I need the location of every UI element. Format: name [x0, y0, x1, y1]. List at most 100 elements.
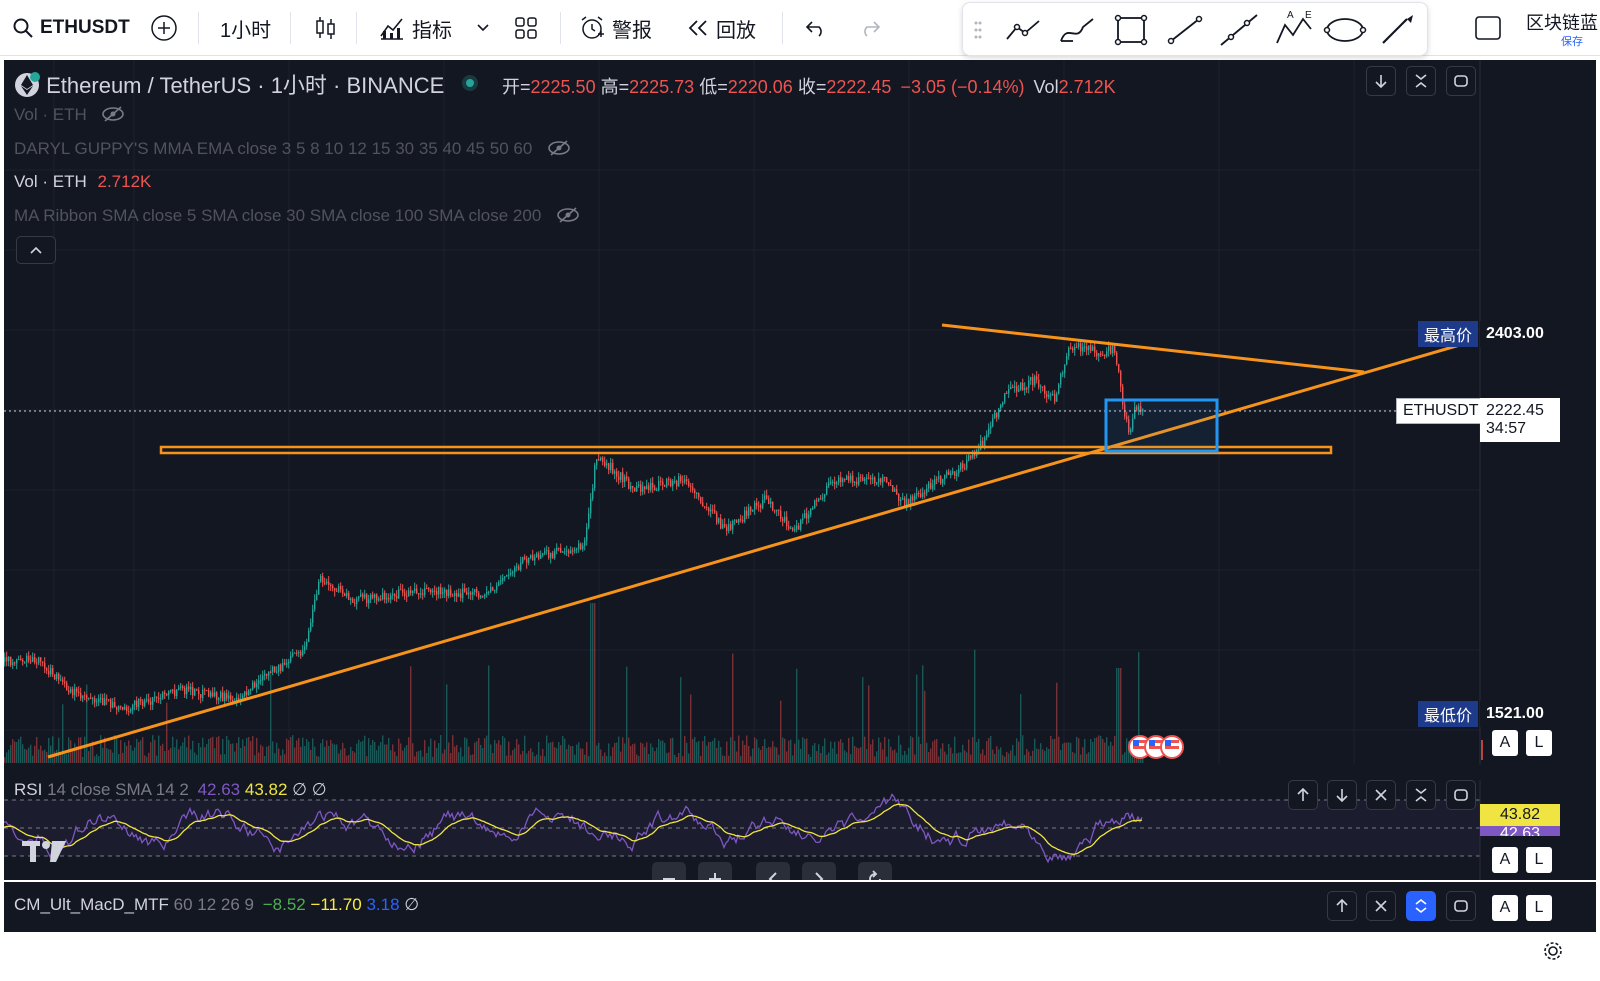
- candle-body: [300, 652, 302, 656]
- pencil-tool-icon[interactable]: [1377, 13, 1417, 47]
- indicators-dropdown[interactable]: [476, 0, 490, 56]
- eye-hidden-icon[interactable]: [556, 206, 580, 224]
- main-chart-pane[interactable]: Ethereum / TetherUS · 1小时 · BINANCE 开=22…: [4, 60, 1596, 780]
- volume-bar: [1030, 756, 1032, 763]
- volume-bar: [746, 735, 748, 763]
- volume-legend[interactable]: Vol · ETH 2.712K: [14, 172, 151, 192]
- auto-scale-button[interactable]: A: [1492, 895, 1518, 921]
- market-status-indicator[interactable]: [462, 75, 478, 91]
- volume-bar: [1018, 741, 1020, 763]
- maximize-pane-button[interactable]: [1446, 891, 1476, 921]
- layout-title[interactable]: 区块链蓝: [1526, 13, 1598, 33]
- log-scale-button[interactable]: L: [1526, 847, 1552, 873]
- candle-body: [358, 596, 360, 599]
- ma-ribbon-legend[interactable]: MA Ribbon SMA close 5 SMA close 30 SMA c…: [14, 206, 580, 226]
- macd-pane[interactable]: CM_Ult_MacD_MTF 60 12 26 9 −8.52 −11.70 …: [4, 882, 1596, 932]
- collapse-pane-button[interactable]: [1406, 780, 1436, 810]
- candle-body: [794, 529, 796, 531]
- symbol-search-button[interactable]: ETHUSDT: [12, 0, 130, 56]
- volume-bar: [456, 745, 458, 763]
- volume-bar: [340, 749, 342, 763]
- pane-separator[interactable]: [0, 880, 1600, 882]
- drag-handle-icon[interactable]: [973, 19, 983, 41]
- volume-bar: [604, 752, 606, 763]
- maximize-pane-button[interactable]: [1446, 780, 1476, 810]
- rsi-legend[interactable]: RSI 14 close SMA 14 2 42.63 43.82 ∅ ∅: [14, 780, 327, 800]
- rectangle-tool-icon[interactable]: [1111, 13, 1151, 47]
- macd-legend[interactable]: CM_Ult_MacD_MTF 60 12 26 9 −8.52 −11.70 …: [14, 895, 419, 915]
- log-scale-button[interactable]: L: [1526, 730, 1552, 756]
- candle-body: [378, 598, 380, 601]
- compare-button[interactable]: [150, 0, 178, 56]
- vol-hidden-legend[interactable]: Vol · ETH: [14, 105, 125, 125]
- volume-bar: [1014, 755, 1016, 763]
- redo-button[interactable]: [858, 0, 882, 56]
- eye-hidden-icon[interactable]: [101, 105, 125, 123]
- candle-body: [754, 502, 756, 510]
- candle-body: [686, 479, 688, 482]
- volume-bar: [1128, 741, 1130, 763]
- candle-body: [640, 484, 642, 492]
- volume-bar: [186, 747, 188, 763]
- volume-bar: [918, 736, 920, 763]
- candle-body: [762, 499, 764, 508]
- volume-bar: [138, 742, 140, 763]
- alert-button[interactable]: 警报: [578, 0, 652, 56]
- settings-gear-icon[interactable]: [1542, 940, 1564, 962]
- expand-pane-button[interactable]: [1406, 891, 1436, 921]
- volume-bar: [816, 751, 818, 763]
- extended-line-icon[interactable]: [1219, 13, 1259, 47]
- trend-line-icon[interactable]: [1165, 13, 1205, 47]
- layouts-button[interactable]: [514, 0, 538, 56]
- maximize-pane-button[interactable]: [1446, 66, 1476, 96]
- candle-body: [386, 597, 388, 600]
- candle-body: [88, 697, 90, 699]
- collapse-legend-button[interactable]: [16, 236, 56, 264]
- eye-hidden-icon[interactable]: [547, 139, 571, 157]
- candle-body: [326, 581, 328, 584]
- move-pane-down-button[interactable]: [1366, 66, 1396, 96]
- volume-bar: [632, 744, 634, 763]
- move-pane-up-button[interactable]: [1327, 891, 1357, 921]
- candle-body: [204, 689, 206, 691]
- undo-button[interactable]: [804, 0, 828, 56]
- rsi-pane[interactable]: RSI 14 close SMA 14 2 42.63 43.82 ∅ ∅ 43…: [4, 780, 1596, 880]
- volume-bar: [214, 748, 216, 763]
- volume-bar: [1100, 735, 1102, 763]
- volume-bar: [926, 742, 928, 763]
- volume-bar: [1028, 751, 1030, 763]
- volume-bar: [862, 677, 864, 763]
- candle-body: [120, 706, 122, 708]
- chart-type-button[interactable]: [314, 0, 338, 56]
- brush-tool-icon[interactable]: [1057, 13, 1097, 47]
- volume-bar: [564, 738, 566, 763]
- indicators-button[interactable]: 指标: [378, 0, 452, 56]
- volume-bar: [416, 751, 418, 763]
- volume-bar: [768, 746, 770, 763]
- close-pane-button[interactable]: [1366, 780, 1396, 810]
- auto-scale-button[interactable]: A: [1492, 730, 1518, 756]
- ellipse-tool-icon[interactable]: [1323, 13, 1367, 47]
- volume-bar: [796, 668, 798, 763]
- volume-bar: [668, 752, 670, 763]
- auto-scale-button[interactable]: A: [1492, 847, 1518, 873]
- volume-bar: [1088, 752, 1090, 763]
- volume-bar: [594, 603, 596, 763]
- volume-bar: [18, 739, 20, 763]
- log-scale-button[interactable]: L: [1526, 895, 1552, 921]
- interval-button[interactable]: 1小时: [220, 19, 272, 42]
- move-pane-down-button[interactable]: [1327, 780, 1357, 810]
- replay-button[interactable]: 回放: [686, 0, 756, 56]
- symbol-title[interactable]: Ethereum / TetherUS · 1小时 · BINANCE: [46, 73, 445, 98]
- move-pane-up-button[interactable]: [1288, 780, 1318, 810]
- guppy-legend[interactable]: DARYL GUPPY'S MMA EMA close 3 5 8 10 12 …: [14, 139, 571, 159]
- save-label[interactable]: 保存: [1561, 36, 1583, 48]
- candle-body: [1058, 384, 1060, 394]
- collapse-pane-button[interactable]: [1406, 66, 1436, 96]
- fullscreen-button[interactable]: [1474, 0, 1502, 56]
- candle-body: [1114, 345, 1116, 353]
- path-tool-icon[interactable]: [1003, 13, 1043, 47]
- candle-body: [744, 510, 746, 522]
- close-pane-button[interactable]: [1366, 891, 1396, 921]
